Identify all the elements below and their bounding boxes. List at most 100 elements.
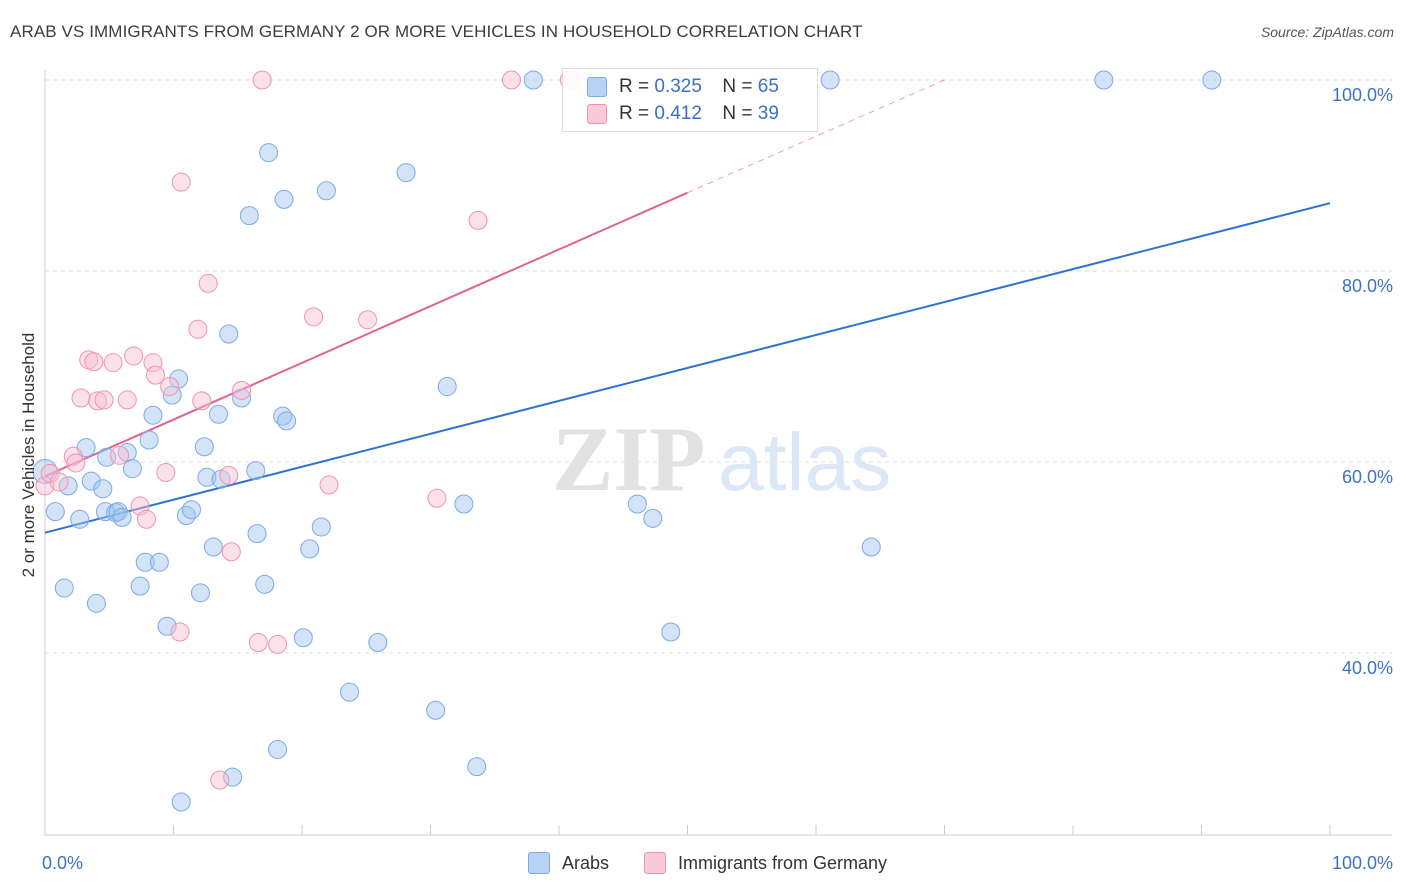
point-germany	[66, 453, 86, 473]
point-germany	[94, 390, 114, 410]
point-germany	[268, 634, 288, 654]
point-arabs	[627, 494, 647, 514]
point-germany	[124, 346, 144, 366]
point-germany	[252, 70, 272, 90]
chart-source: Source: ZipAtlas.com	[1260, 24, 1394, 40]
point-germany	[117, 390, 137, 410]
legend-n-value: 65	[757, 76, 779, 97]
legend-row-arabs: R = 0.325 N = 65	[587, 75, 779, 99]
point-arabs	[643, 508, 663, 528]
point-germany	[146, 365, 166, 385]
point-arabs	[112, 507, 132, 527]
legend-label-germany: Immigrants from Germany	[678, 852, 888, 873]
point-arabs	[300, 539, 320, 559]
trend-line-germany-extension	[687, 79, 945, 194]
point-arabs	[203, 537, 223, 557]
point-arabs	[108, 502, 128, 522]
legend-row-germany: R = 0.412 N = 39	[587, 102, 779, 126]
point-arabs	[171, 792, 191, 812]
x-tick-label: 100.0%	[1332, 853, 1393, 873]
axes	[44, 70, 1392, 836]
point-germany	[49, 472, 69, 492]
point-arabs	[70, 509, 90, 529]
point-arabs	[255, 574, 275, 594]
point-germany	[160, 377, 180, 397]
point-arabs	[247, 524, 267, 544]
tick-labels: 40.0% 60.0% 80.0% 100.0% 0.0% 100.0%	[42, 85, 1393, 873]
legend-item-arabs: Arabs	[528, 852, 609, 874]
point-arabs	[454, 494, 474, 514]
point-arabs	[86, 593, 106, 613]
point-arabs	[861, 537, 881, 557]
point-arabs	[368, 632, 388, 652]
point-arabs	[232, 388, 252, 408]
point-germany	[221, 542, 241, 562]
point-arabs	[268, 739, 288, 759]
legend-swatch-arabs	[587, 77, 607, 97]
legend-swatch-arabs	[528, 852, 550, 874]
point-arabs	[437, 377, 457, 397]
point-arabs	[208, 404, 228, 424]
point-germany	[501, 70, 521, 90]
point-germany	[248, 632, 268, 652]
point-arabs	[1202, 70, 1222, 90]
point-arabs	[197, 467, 217, 487]
point-arabs	[54, 578, 74, 598]
point-arabs	[219, 324, 239, 344]
point-arabs	[523, 70, 543, 90]
point-germany	[232, 380, 252, 400]
correlation-legend: R = 0.325 N = 65 R = 0.412 N = 39	[562, 68, 818, 132]
legend-n-label: N =	[722, 76, 753, 97]
point-arabs	[176, 505, 196, 525]
point-germany	[35, 476, 55, 496]
point-arabs	[81, 471, 101, 491]
point-germany	[88, 391, 108, 411]
point-arabs	[130, 576, 150, 596]
point-arabs	[149, 552, 169, 572]
legend-label-arabs: Arabs	[562, 852, 610, 873]
legend-r-label: R =	[619, 76, 650, 97]
gridlines	[45, 79, 1392, 654]
point-germany	[170, 622, 190, 642]
point-arabs	[157, 616, 177, 636]
point-arabs	[143, 405, 163, 425]
watermark-zip: ZIP	[552, 408, 705, 510]
point-arabs	[223, 767, 243, 787]
point-germany	[198, 273, 218, 293]
point-arabs	[316, 181, 336, 201]
point-arabs	[194, 437, 214, 457]
point-arabs	[45, 502, 65, 522]
legend-r-label: R =	[619, 103, 650, 124]
x-tick-label: 0.0%	[42, 853, 83, 873]
point-arabs	[93, 479, 113, 499]
legend-swatch-germany	[644, 852, 666, 874]
point-germany	[358, 310, 378, 330]
point-arabs	[259, 143, 279, 163]
point-arabs	[311, 517, 331, 537]
point-arabs	[396, 163, 416, 183]
legend-swatch-germany	[587, 104, 607, 124]
point-arabs	[467, 757, 487, 777]
y-tick-label: 100.0%	[1332, 85, 1393, 105]
point-germany	[188, 319, 208, 339]
point-arabs	[661, 622, 681, 642]
point-germany	[71, 388, 91, 408]
point-arabs	[820, 70, 840, 90]
point-arabs	[181, 500, 201, 520]
trend-line-germany	[44, 191, 688, 478]
point-arabs	[246, 461, 266, 481]
point-arabs	[426, 700, 446, 720]
point-germany	[319, 475, 339, 495]
legend-n-label: N =	[722, 103, 753, 124]
point-germany	[304, 307, 324, 327]
point-arabs	[340, 682, 360, 702]
y-tick-label: 80.0%	[1342, 276, 1393, 296]
point-germany	[137, 509, 157, 529]
trend-lines	[44, 79, 1331, 534]
legend-item-germany: Immigrants from Germany	[644, 852, 887, 874]
point-arabs	[277, 411, 297, 431]
y-tick-label: 40.0%	[1342, 658, 1393, 678]
chart-title: ARAB VS IMMIGRANTS FROM GERMANY 2 OR MOR…	[10, 22, 863, 41]
legend-n-value: 39	[757, 103, 779, 124]
y-tick-label: 60.0%	[1342, 467, 1393, 487]
